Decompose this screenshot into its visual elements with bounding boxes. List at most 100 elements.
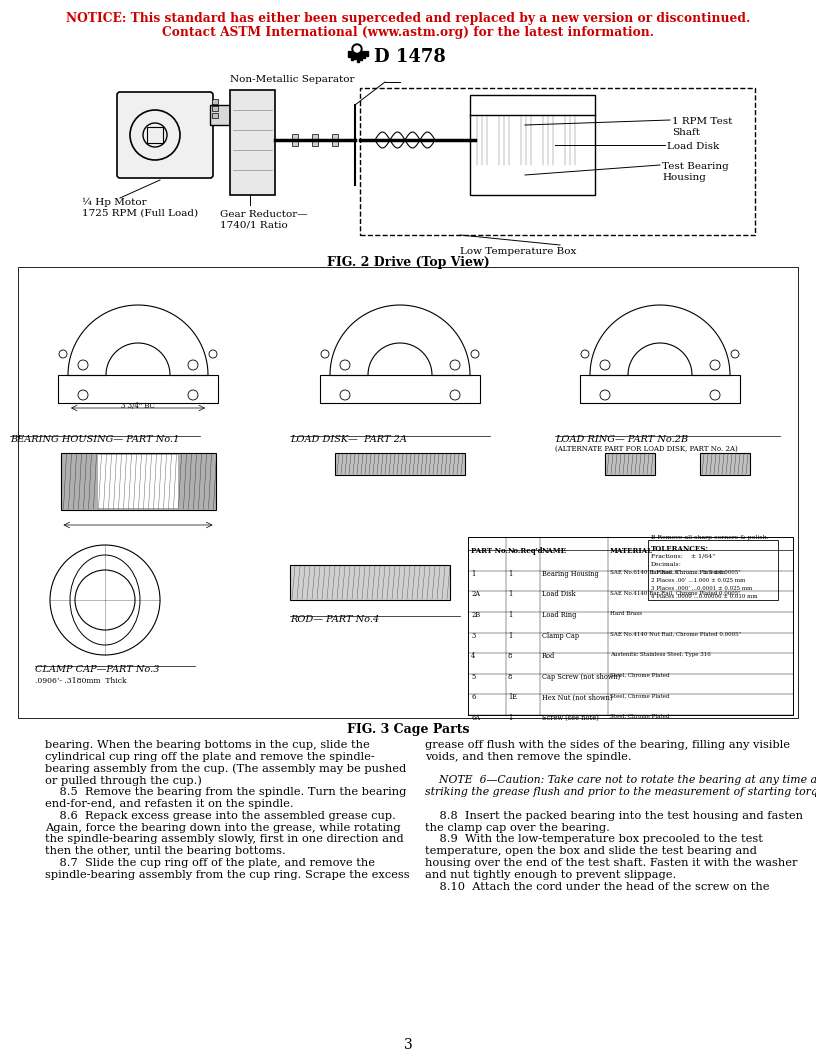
Text: then the other, until the bearing bottoms.: then the other, until the bearing bottom… xyxy=(45,846,286,856)
Bar xyxy=(312,134,318,146)
Bar xyxy=(360,51,362,60)
Text: end-for-end, and refasten it on the spindle.: end-for-end, and refasten it on the spin… xyxy=(45,799,294,809)
Text: 2 Places .00’ ...1.000 ± 0.025 mm: 2 Places .00’ ...1.000 ± 0.025 mm xyxy=(651,578,745,583)
Text: 1740/1 Ratio: 1740/1 Ratio xyxy=(220,221,288,230)
Bar xyxy=(320,375,480,403)
Bar xyxy=(475,115,493,165)
Text: voids, and then remove the spindle.: voids, and then remove the spindle. xyxy=(425,752,632,761)
Text: Shaft: Shaft xyxy=(672,128,700,137)
Circle shape xyxy=(352,44,362,54)
Text: 1725 RPM (Full Load): 1725 RPM (Full Load) xyxy=(82,209,198,218)
Text: 8: 8 xyxy=(508,673,512,681)
Text: ROD— PART No.4: ROD— PART No.4 xyxy=(290,615,379,624)
Text: 3 Places .000’ ...0.0001 ± 0.025 mm: 3 Places .000’ ...0.0001 ± 0.025 mm xyxy=(651,586,752,591)
Text: Fractions:    ± 1/64": Fractions: ± 1/64" xyxy=(651,554,715,559)
Text: MATERIAL: MATERIAL xyxy=(610,547,653,555)
Text: 4 Places .0000 ...0.00006 ± 0.010 mm: 4 Places .0000 ...0.00006 ± 0.010 mm xyxy=(651,593,757,599)
Text: 1: 1 xyxy=(471,569,475,578)
Text: cylindrical cup ring off the plate and remove the spindle-: cylindrical cup ring off the plate and r… xyxy=(45,752,375,761)
Text: Hard Brass: Hard Brass xyxy=(610,610,642,616)
Text: and nut tightly enough to prevent slippage.: and nut tightly enough to prevent slippa… xyxy=(425,870,676,880)
Text: NAME: NAME xyxy=(542,547,567,555)
Bar xyxy=(580,375,740,403)
Bar xyxy=(18,267,798,718)
Text: the spindle-bearing assembly slowly, first in one direction and: the spindle-bearing assembly slowly, fir… xyxy=(45,834,404,845)
Bar xyxy=(648,540,778,600)
Text: Gear Reductor—: Gear Reductor— xyxy=(220,210,308,219)
Text: FIG. 3 Cage Parts: FIG. 3 Cage Parts xyxy=(347,723,469,736)
Text: 1: 1 xyxy=(508,714,512,722)
Text: 4: 4 xyxy=(471,653,476,660)
Bar xyxy=(147,127,163,143)
Text: SAE No.4140 Bar Rail, Chrome Plated 0.0005": SAE No.4140 Bar Rail, Chrome Plated 0.00… xyxy=(610,590,741,596)
Text: bearing. When the bearing bottoms in the cup, slide the: bearing. When the bearing bottoms in the… xyxy=(45,740,370,750)
Text: SAE No.4140 Nut Rail, Chrome Plated 0.0005": SAE No.4140 Nut Rail, Chrome Plated 0.00… xyxy=(610,631,741,637)
Circle shape xyxy=(354,46,360,52)
Text: grease off flush with the sides of the bearing, filling any visible: grease off flush with the sides of the b… xyxy=(425,740,790,750)
Bar xyxy=(366,51,368,56)
Text: Contact ASTM International (www.astm.org) for the latest information.: Contact ASTM International (www.astm.org… xyxy=(162,26,654,39)
Text: Steel, Chrome Plated: Steel, Chrome Plated xyxy=(610,714,669,719)
Text: 5: 5 xyxy=(471,673,475,681)
Text: 8.9  With the low-temperature box precooled to the test: 8.9 With the low-temperature box precool… xyxy=(425,834,763,845)
Text: 1 Place .0’ ........... ± 1 mm: 1 Place .0’ ........... ± 1 mm xyxy=(651,570,725,576)
Text: Clamp Cap: Clamp Cap xyxy=(542,631,579,640)
Bar xyxy=(292,134,298,146)
Text: 8.10  Attach the cord under the head of the screw on the: 8.10 Attach the cord under the head of t… xyxy=(425,882,769,891)
Text: 1E: 1E xyxy=(508,694,517,701)
Text: Low Temperature Box: Low Temperature Box xyxy=(460,247,576,256)
Text: NOTE  6—Caution: Take care not to rotate the bearing at any time after: NOTE 6—Caution: Take care not to rotate … xyxy=(425,775,816,786)
Text: the clamp cap over the bearing.: the clamp cap over the bearing. xyxy=(425,823,610,832)
Text: 3: 3 xyxy=(404,1038,412,1052)
Text: 2B: 2B xyxy=(471,610,480,619)
Text: FIG. 2 Drive (Top View): FIG. 2 Drive (Top View) xyxy=(326,256,490,269)
Text: 1: 1 xyxy=(508,590,512,599)
Text: 1 RPM Test: 1 RPM Test xyxy=(672,117,733,126)
Text: B Remove all sharp corners & polish.: B Remove all sharp corners & polish. xyxy=(651,535,769,540)
Text: Screw (see note): Screw (see note) xyxy=(542,714,599,722)
Bar xyxy=(363,51,366,58)
Text: (ALTERNATE PART FOR LOAD DISK, PART No. 2A): (ALTERNATE PART FOR LOAD DISK, PART No. … xyxy=(555,445,738,453)
Text: Rod: Rod xyxy=(542,653,555,660)
Text: NOTICE: This standard has either been superceded and replaced by a new version o: NOTICE: This standard has either been su… xyxy=(66,12,750,25)
Bar xyxy=(519,115,537,165)
Bar xyxy=(58,375,218,403)
Bar xyxy=(468,538,793,715)
Bar xyxy=(348,51,350,57)
Bar xyxy=(60,453,215,510)
Text: 6: 6 xyxy=(471,694,475,701)
Bar xyxy=(700,453,750,475)
Text: LOAD RING— PART No.2B: LOAD RING— PART No.2B xyxy=(555,435,688,444)
Bar xyxy=(212,99,218,103)
Bar xyxy=(212,106,218,111)
Text: Decimals:: Decimals: xyxy=(651,562,682,567)
Bar xyxy=(212,113,218,118)
Text: Hex Nut (not shown): Hex Nut (not shown) xyxy=(542,694,613,701)
Bar xyxy=(230,90,275,195)
Text: 1: 1 xyxy=(508,631,512,640)
Text: temperature, open the box and slide the test bearing and: temperature, open the box and slide the … xyxy=(425,846,757,856)
Text: Non-Metallic Separator: Non-Metallic Separator xyxy=(230,75,354,84)
Text: ¼ Hp Motor: ¼ Hp Motor xyxy=(82,199,147,207)
Text: 6A: 6A xyxy=(471,714,480,722)
Bar xyxy=(354,51,357,59)
Text: Steel, Chrome Plated: Steel, Chrome Plated xyxy=(610,673,669,678)
Text: or pulled through the cup.): or pulled through the cup.) xyxy=(45,775,202,786)
Text: .0906’- .3180mm  Thick: .0906’- .3180mm Thick xyxy=(35,677,126,685)
Text: D 1478: D 1478 xyxy=(374,48,446,65)
Text: Load Disk: Load Disk xyxy=(667,142,719,151)
Text: CLAMP CAP—PART No.3: CLAMP CAP—PART No.3 xyxy=(35,665,159,674)
Bar xyxy=(541,115,559,165)
Text: 3: 3 xyxy=(471,631,475,640)
Text: Test Bearing: Test Bearing xyxy=(662,162,729,171)
Bar xyxy=(497,115,515,165)
Text: 8.6  Repack excess grease into the assembled grease cup.: 8.6 Repack excess grease into the assemb… xyxy=(45,811,396,821)
Text: LOAD DISK—  PART 2A: LOAD DISK— PART 2A xyxy=(290,435,407,444)
Bar xyxy=(470,95,595,195)
Text: Load Ring: Load Ring xyxy=(542,610,576,619)
Text: PART No.: PART No. xyxy=(471,547,508,555)
Text: Austenitic Stainless Steel, Type 316: Austenitic Stainless Steel, Type 316 xyxy=(610,653,711,657)
Bar xyxy=(98,455,178,508)
Text: BEARING HOUSING— PART No.1: BEARING HOUSING— PART No.1 xyxy=(10,435,180,444)
Text: 8.7  Slide the cup ring off of the plate, and remove the: 8.7 Slide the cup ring off of the plate,… xyxy=(45,857,375,868)
